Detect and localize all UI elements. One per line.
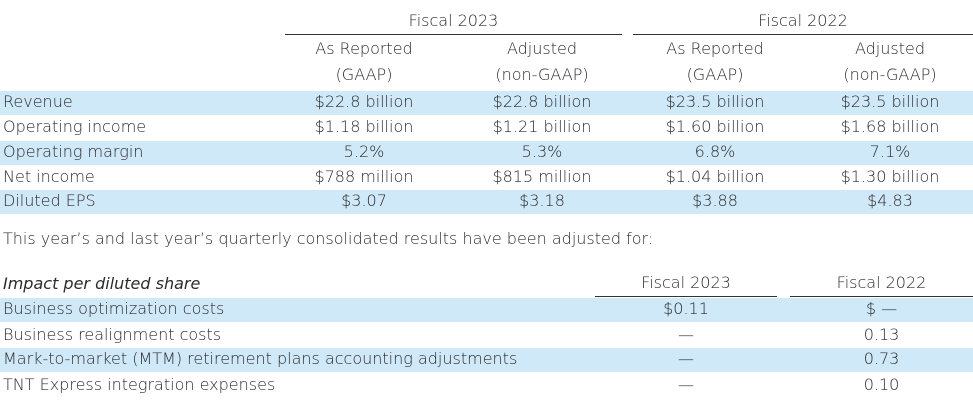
cell: $23.5 billion	[665, 92, 765, 111]
cell: $1.18 billion	[314, 117, 414, 136]
cell: —	[678, 349, 694, 368]
col-header-2023-reported: As Reported	[315, 39, 413, 58]
row-band	[0, 348, 973, 372]
cell: $22.8 billion	[314, 92, 414, 111]
cell: —	[678, 325, 694, 344]
cell: $22.8 billion	[492, 92, 592, 111]
col-header-fiscal-2022: Fiscal 2022	[836, 273, 927, 292]
row-label-mtm-adjustments: Mark-to-market (MTM) retirement plans ac…	[3, 349, 518, 368]
row-band	[0, 141, 973, 165]
group-header-fiscal-2023: Fiscal 2023	[408, 11, 499, 30]
group-header-fiscal-2022: Fiscal 2022	[758, 11, 848, 30]
cell: $0.11	[663, 299, 709, 318]
cell: $3.07	[341, 191, 387, 210]
row-band	[0, 91, 973, 115]
col-header-2023-reported-sub: (GAAP)	[335, 65, 393, 84]
cell: $1.68 billion	[840, 117, 940, 136]
cell: 0.73	[863, 349, 900, 368]
col-header-fiscal-2023: Fiscal 2023	[641, 273, 731, 292]
row-label-tnt-integration: TNT Express integration expenses	[3, 375, 276, 394]
col-header-2022-adjusted: Adjusted	[854, 39, 925, 58]
col-header-2023-adjusted-sub: (non-GAAP)	[495, 65, 589, 84]
cell: $1.60 billion	[665, 117, 765, 136]
col-rule-2022	[790, 296, 973, 297]
cell: 5.2%	[343, 142, 385, 161]
col-header-2022-reported-sub: (GAAP)	[686, 65, 744, 84]
col-header-2023-adjusted: Adjusted	[506, 39, 577, 58]
row-label-operating-margin: Operating margin	[3, 142, 144, 161]
group-rule-2022	[633, 34, 973, 35]
cell: 0.13	[863, 325, 900, 344]
cell: $788 million	[314, 167, 414, 186]
cell: 5.3%	[521, 142, 563, 161]
cell: $1.21 billion	[492, 117, 592, 136]
cell: $4.83	[867, 191, 913, 210]
row-label-business-optimization: Business optimization costs	[3, 299, 225, 318]
cell: 7.1%	[869, 142, 911, 161]
group-rule-2023	[285, 34, 622, 35]
row-label-revenue: Revenue	[3, 92, 73, 111]
impact-header-label: Impact per diluted share	[3, 274, 201, 293]
cell: $1.30 billion	[840, 167, 940, 186]
cell: —	[678, 375, 694, 394]
row-label-operating-income: Operating income	[3, 117, 147, 136]
row-band	[0, 298, 973, 322]
cell: $ —	[865, 299, 898, 318]
col-header-2022-reported: As Reported	[666, 39, 764, 58]
adjustment-note: This year’s and last year’s quarterly co…	[3, 229, 654, 248]
row-label-diluted-eps: Diluted EPS	[3, 191, 96, 210]
col-rule-2023	[595, 296, 777, 297]
row-band	[0, 190, 973, 214]
cell: 6.8%	[694, 142, 736, 161]
cell: $3.18	[519, 191, 565, 210]
cell: $3.88	[692, 191, 738, 210]
row-label-net-income: Net income	[3, 167, 95, 186]
cell: $23.5 billion	[840, 92, 940, 111]
cell: $815 million	[492, 167, 592, 186]
col-header-2022-adjusted-sub: (non-GAAP)	[843, 65, 937, 84]
cell: 0.10	[863, 375, 900, 394]
cell: $1.04 billion	[665, 167, 765, 186]
row-label-business-realignment: Business realignment costs	[3, 325, 222, 344]
